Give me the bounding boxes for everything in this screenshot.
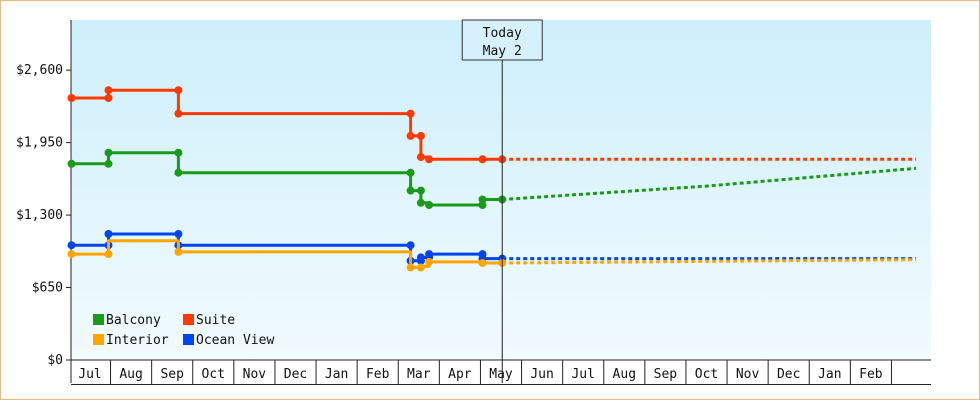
data-point	[174, 86, 183, 95]
legend-label: Interior	[106, 333, 169, 348]
x-tick-label: Dec	[284, 367, 307, 382]
data-point	[104, 230, 113, 238]
x-tick-label: May	[489, 367, 513, 382]
legend-item-interior: Interior	[93, 333, 169, 348]
x-tick-label: Jul	[78, 367, 101, 382]
data-point	[104, 86, 113, 95]
legend-swatch	[93, 314, 104, 325]
legend-label: Suite	[196, 313, 235, 328]
series-balcony	[67, 148, 917, 209]
y-tick-label: $0	[47, 353, 63, 368]
data-point	[425, 250, 434, 259]
data-point	[67, 241, 76, 250]
x-tick-label: Mar	[407, 367, 431, 382]
data-point	[416, 253, 425, 262]
data-point	[478, 259, 487, 267]
data-point	[406, 168, 415, 177]
legend-label: Balcony	[106, 313, 161, 328]
x-tick-label: Sep	[160, 367, 184, 382]
x-tick-label: Oct	[202, 367, 225, 382]
legend-label: Ocean View	[196, 333, 274, 348]
x-tick-label: Aug	[613, 367, 636, 382]
legend-item-ocean-view: Ocean View	[183, 333, 274, 348]
series-layer	[67, 86, 917, 272]
data-point	[425, 155, 434, 164]
data-point	[174, 148, 183, 157]
data-point	[416, 153, 425, 162]
series-line	[71, 239, 503, 269]
data-point	[406, 131, 415, 140]
today-date: May 2	[483, 44, 522, 59]
data-point	[478, 201, 487, 209]
x-tick-label: Jan	[818, 367, 841, 382]
series-projection	[502, 166, 917, 201]
data-point	[478, 195, 487, 204]
x-tick-label: Nov	[736, 367, 760, 382]
x-tick-label: Jun	[530, 367, 553, 382]
x-tick-label: Aug	[119, 367, 142, 382]
legend-item-balcony: Balcony	[93, 313, 161, 328]
data-point	[174, 168, 183, 177]
data-point	[406, 109, 415, 118]
data-point	[406, 241, 415, 250]
legend-swatch	[183, 334, 194, 345]
series-interior	[67, 239, 917, 272]
x-tick-label: Feb	[859, 367, 883, 382]
y-tick-label: $1,300	[16, 208, 63, 223]
data-point	[425, 201, 434, 209]
x-tick-label: Jul	[571, 367, 594, 382]
data-point	[416, 131, 425, 140]
today-marker: Today May 2	[461, 19, 543, 383]
data-point	[416, 263, 425, 272]
x-tick-label: Jan	[325, 367, 348, 382]
x-tick-label: Nov	[243, 367, 267, 382]
series-line	[71, 232, 503, 263]
data-point	[67, 94, 76, 102]
data-point	[478, 155, 487, 164]
data-point	[104, 250, 113, 259]
plot-area	[71, 20, 931, 360]
y-tick-label: $650	[32, 281, 63, 296]
data-point	[104, 159, 113, 168]
data-point	[416, 186, 425, 195]
data-point	[67, 250, 76, 259]
data-point	[67, 159, 76, 168]
series-suite	[67, 86, 917, 164]
legend: Balcony Suite Interior Ocean View	[93, 313, 274, 348]
data-point	[174, 247, 183, 256]
y-tick-label: $1,950	[16, 136, 63, 151]
data-point	[104, 94, 113, 102]
data-point	[425, 257, 434, 266]
legend-item-suite: Suite	[183, 313, 235, 328]
data-point	[174, 109, 183, 118]
legend-swatch	[93, 334, 104, 345]
series-projection	[502, 258, 917, 265]
today-box	[461, 19, 543, 61]
data-point	[406, 263, 415, 272]
data-point	[416, 198, 425, 207]
y-tick-label: $2,600	[16, 63, 63, 78]
x-tick-label: Sep	[654, 367, 678, 382]
x-tick-label: Oct	[695, 367, 718, 382]
today-label: Today	[483, 26, 522, 41]
series-line	[71, 151, 503, 207]
axes: $0 $650 $1,300 $1,950 $2,600 Jul Aug Sep Oct Nov D…	[16, 20, 931, 385]
x-tick-label: Dec	[777, 367, 800, 382]
data-point	[406, 186, 415, 195]
x-tick-label: Feb	[366, 367, 390, 382]
legend-swatch	[183, 314, 194, 325]
data-point	[174, 230, 183, 238]
x-tick-label: Apr	[448, 367, 472, 382]
data-point	[104, 148, 113, 157]
